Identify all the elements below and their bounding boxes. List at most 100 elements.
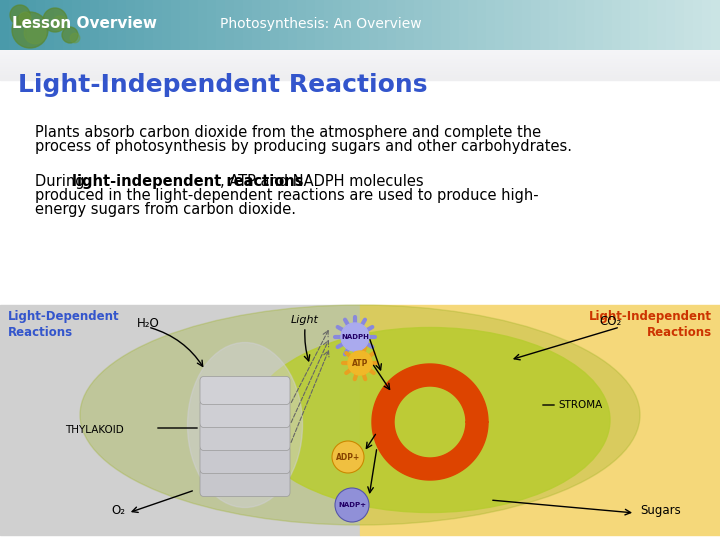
Bar xyxy=(63,0,73,50)
Bar xyxy=(0,305,360,535)
Circle shape xyxy=(341,323,369,351)
Circle shape xyxy=(62,27,78,43)
FancyBboxPatch shape xyxy=(200,376,290,404)
Circle shape xyxy=(12,12,48,48)
Ellipse shape xyxy=(187,342,302,508)
Bar xyxy=(126,0,136,50)
FancyBboxPatch shape xyxy=(200,422,290,450)
Bar xyxy=(333,0,343,50)
Bar xyxy=(360,305,720,535)
Bar xyxy=(459,0,469,50)
Bar xyxy=(153,0,163,50)
Bar xyxy=(711,0,720,50)
Bar xyxy=(234,0,244,50)
Text: Light: Light xyxy=(291,315,319,325)
Bar xyxy=(180,0,190,50)
Polygon shape xyxy=(372,364,488,480)
Bar xyxy=(9,0,19,50)
Ellipse shape xyxy=(250,327,610,512)
Bar xyxy=(657,0,667,50)
Bar xyxy=(531,0,541,50)
Bar xyxy=(0,74,720,76)
Text: CO₂: CO₂ xyxy=(599,315,621,328)
Circle shape xyxy=(335,488,369,522)
Text: Sugars: Sugars xyxy=(640,504,680,517)
Bar xyxy=(225,0,235,50)
Text: THYLAKOID: THYLAKOID xyxy=(65,425,124,435)
FancyBboxPatch shape xyxy=(200,469,290,496)
Text: STROMA: STROMA xyxy=(558,400,602,410)
Bar xyxy=(477,0,487,50)
Circle shape xyxy=(332,441,364,473)
Bar xyxy=(504,0,514,50)
Text: During: During xyxy=(35,174,89,189)
Bar xyxy=(558,0,568,50)
Bar xyxy=(270,0,280,50)
Circle shape xyxy=(348,351,372,375)
Bar xyxy=(495,0,505,50)
Bar xyxy=(423,0,433,50)
Bar xyxy=(0,70,720,72)
Bar xyxy=(171,0,181,50)
Bar xyxy=(0,64,720,66)
Bar xyxy=(0,50,720,52)
Bar xyxy=(450,0,460,50)
Text: produced in the light-dependent reactions are used to produce high-: produced in the light-dependent reaction… xyxy=(35,188,539,203)
Bar xyxy=(378,0,388,50)
Bar xyxy=(162,0,172,50)
Bar xyxy=(45,0,55,50)
Bar xyxy=(576,0,586,50)
Bar xyxy=(54,0,64,50)
Bar xyxy=(0,52,720,54)
Bar xyxy=(0,56,720,58)
Text: Light-Independent
Reactions: Light-Independent Reactions xyxy=(589,310,712,339)
Bar xyxy=(387,0,397,50)
Bar xyxy=(369,0,379,50)
Bar xyxy=(279,0,289,50)
Text: ADP+: ADP+ xyxy=(336,453,360,462)
Bar xyxy=(432,0,442,50)
Bar xyxy=(198,0,208,50)
Bar xyxy=(567,0,577,50)
Bar xyxy=(684,0,694,50)
Bar xyxy=(405,0,415,50)
Bar xyxy=(630,0,640,50)
Bar xyxy=(207,0,217,50)
Bar xyxy=(441,0,451,50)
Circle shape xyxy=(24,22,46,44)
Text: , ATP and NADPH molecules: , ATP and NADPH molecules xyxy=(220,174,423,189)
Bar xyxy=(99,0,109,50)
Bar xyxy=(135,0,145,50)
Text: light-independent reactions: light-independent reactions xyxy=(72,174,304,189)
Bar xyxy=(540,0,550,50)
Bar xyxy=(414,0,424,50)
Bar xyxy=(396,0,406,50)
Text: process of photosynthesis by producing sugars and other carbohydrates.: process of photosynthesis by producing s… xyxy=(35,139,572,154)
Bar xyxy=(612,0,622,50)
Ellipse shape xyxy=(80,305,640,525)
Bar xyxy=(27,0,37,50)
Bar xyxy=(342,0,352,50)
Bar xyxy=(0,54,720,56)
Text: Light-Dependent
Reactions: Light-Dependent Reactions xyxy=(8,310,120,339)
Circle shape xyxy=(43,8,67,32)
Text: H₂O: H₂O xyxy=(137,317,159,330)
Bar xyxy=(648,0,658,50)
Text: NADPH: NADPH xyxy=(341,334,369,340)
Circle shape xyxy=(10,5,30,25)
Circle shape xyxy=(19,12,31,24)
Bar xyxy=(0,58,720,60)
Circle shape xyxy=(53,16,67,30)
Bar xyxy=(351,0,361,50)
Bar xyxy=(108,0,118,50)
Text: O₂: O₂ xyxy=(111,504,125,517)
Circle shape xyxy=(71,33,80,43)
Bar xyxy=(0,78,720,80)
Bar xyxy=(306,0,316,50)
Text: Lesson Overview: Lesson Overview xyxy=(12,17,157,31)
Bar xyxy=(0,62,720,64)
Text: energy sugars from carbon dioxide.: energy sugars from carbon dioxide. xyxy=(35,202,296,217)
Bar xyxy=(549,0,559,50)
Bar xyxy=(144,0,154,50)
Text: Photosynthesis: An Overview: Photosynthesis: An Overview xyxy=(220,17,422,31)
